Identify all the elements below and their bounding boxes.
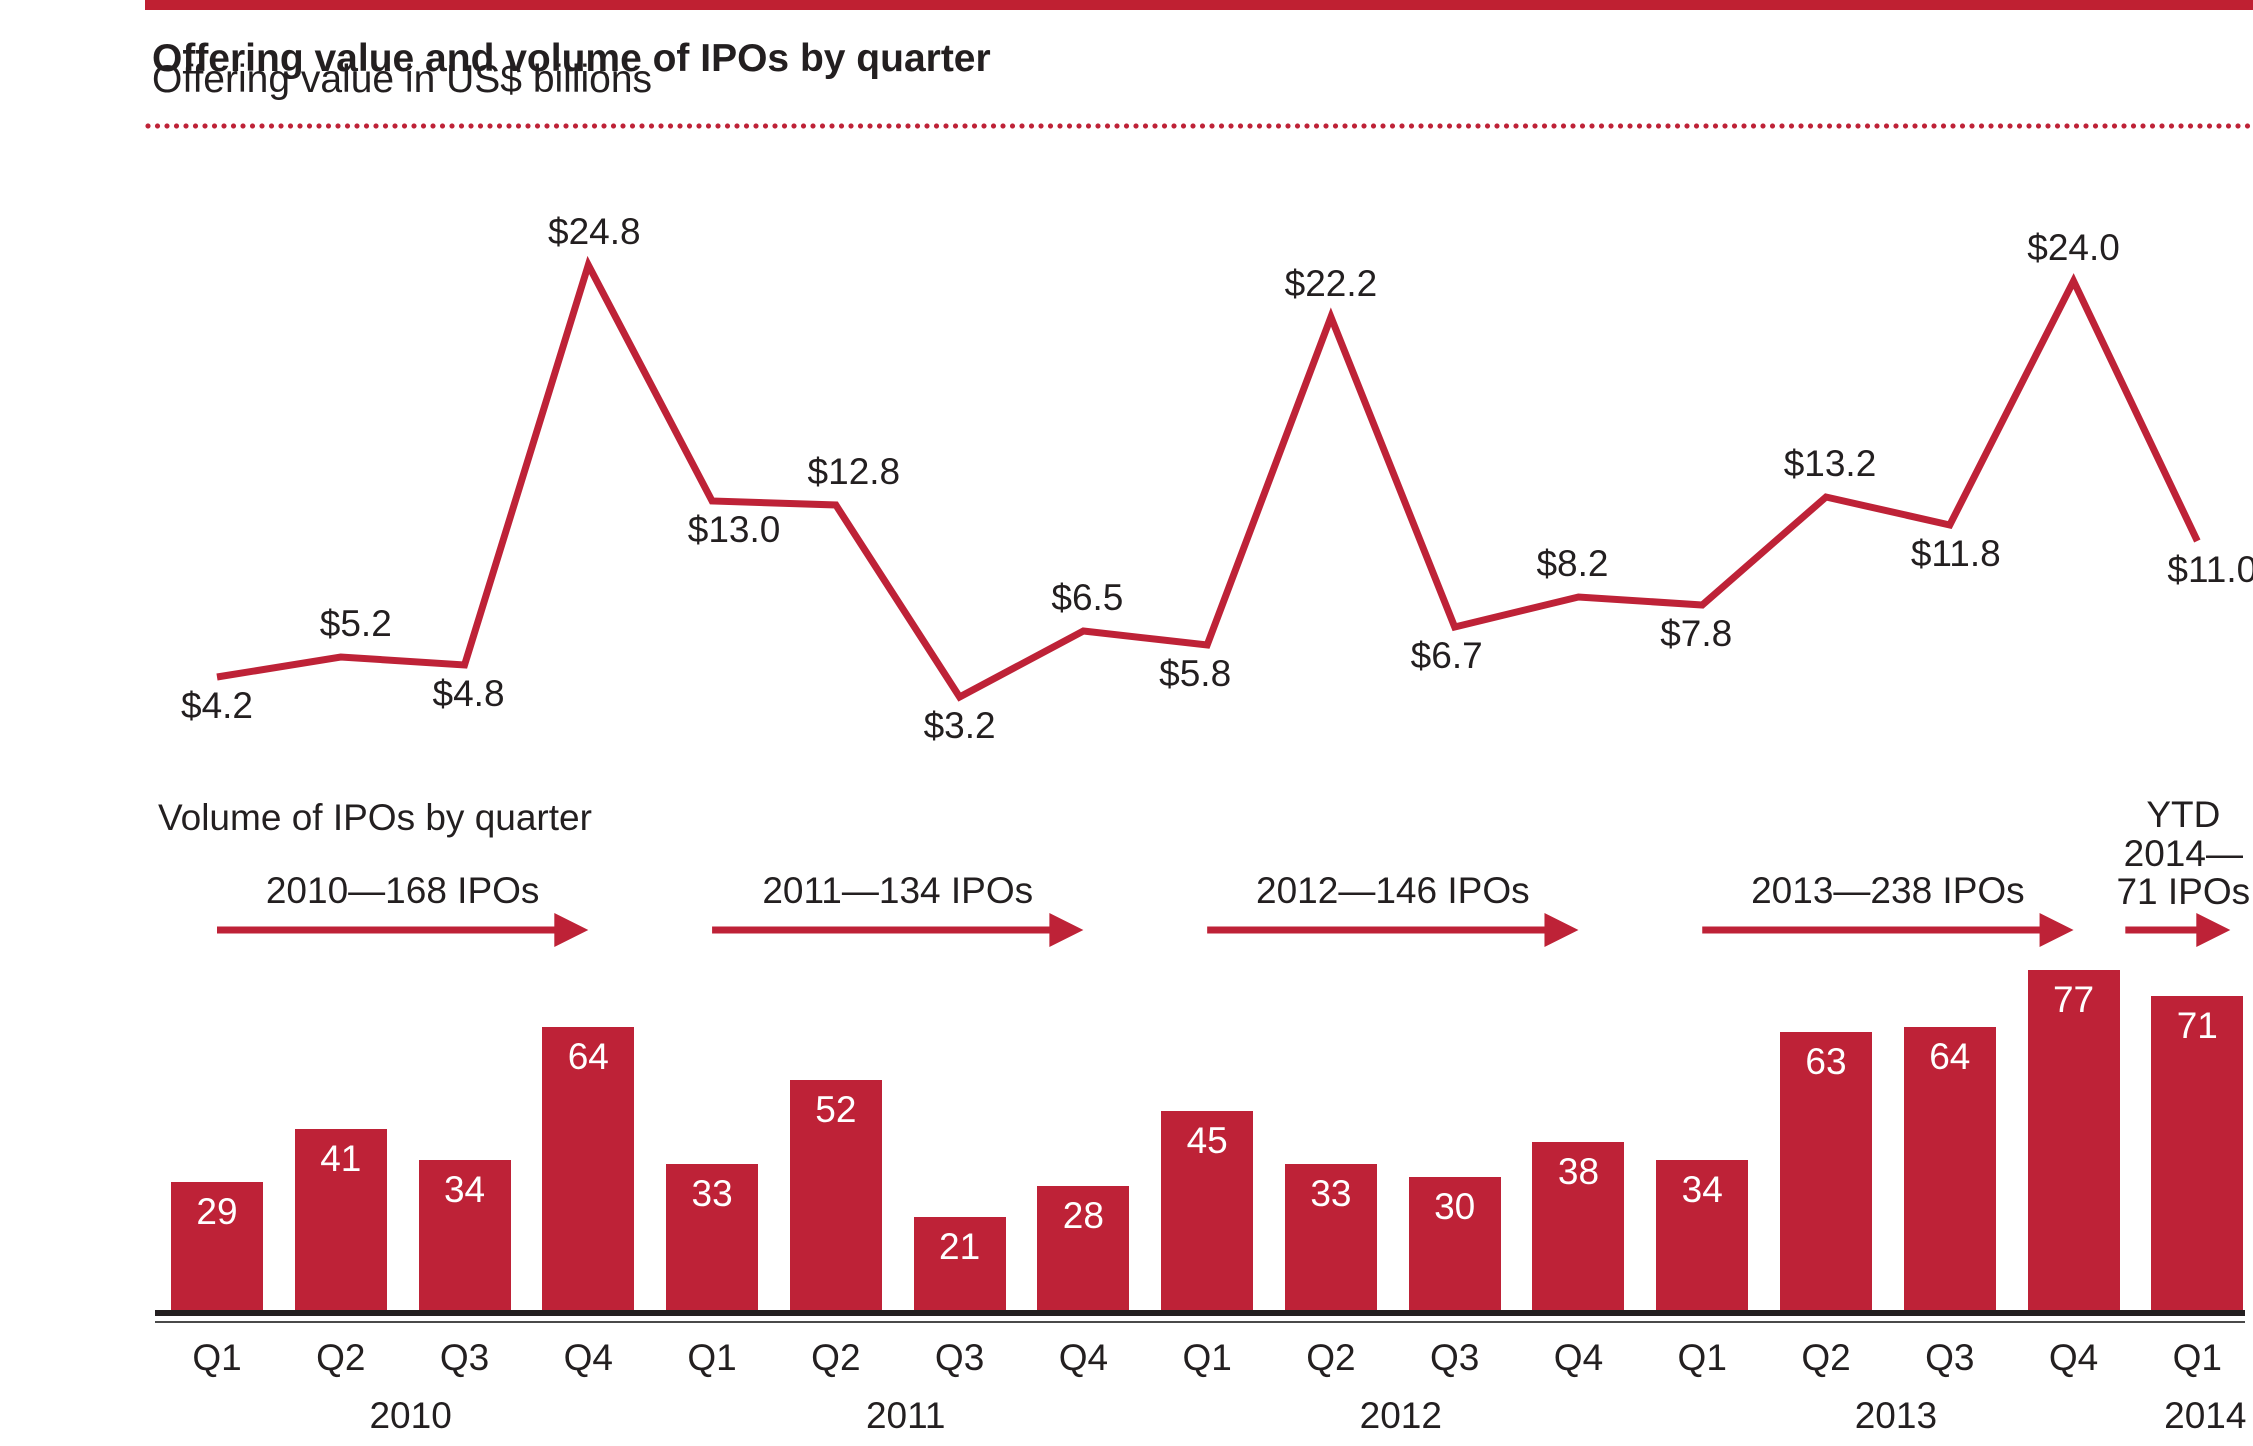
quarter-tick-label: Q4 bbox=[2048, 1337, 2099, 1378]
bar-value-label: 30 bbox=[1434, 1186, 1476, 1227]
quarter-tick-label: Q4 bbox=[1553, 1337, 1604, 1378]
volume-bar: 64 bbox=[1903, 1027, 1996, 1310]
volume-section-heading: Volume of IPOs by quarter bbox=[158, 797, 592, 838]
quarter-tick-label: Q3 bbox=[934, 1337, 985, 1378]
line-value-label: $12.8 bbox=[807, 451, 901, 492]
ytd-label-line: 2014— bbox=[2123, 832, 2243, 874]
volume-bar: 34 bbox=[418, 1160, 511, 1310]
quarter-tick-label: Q1 bbox=[192, 1337, 242, 1378]
bar-value-label: 28 bbox=[1062, 1195, 1104, 1236]
quarter-tick-label: Q4 bbox=[1058, 1337, 1109, 1378]
volume-bar: 63 bbox=[1780, 1032, 1872, 1310]
bar-value-label: 41 bbox=[320, 1138, 362, 1179]
bar-value-label: 34 bbox=[1681, 1169, 1723, 1210]
line-value-label: $24.0 bbox=[2027, 227, 2120, 268]
ytd-2014-label: YTD 2014— 71 IPOs bbox=[2116, 794, 2251, 912]
page-title: Offering value and volume of IPOs by qua… bbox=[152, 37, 991, 81]
quarter-tick-label: Q2 bbox=[1801, 1337, 1851, 1378]
volume-bar: 33 bbox=[666, 1164, 759, 1310]
volume-bar: 38 bbox=[1532, 1142, 1625, 1310]
year-tick-label: 2011 bbox=[865, 1395, 946, 1436]
line-value-label: $6.7 bbox=[1410, 635, 1483, 676]
quarter-tick-label: Q4 bbox=[563, 1337, 613, 1378]
line-value-label: $8.2 bbox=[1536, 543, 1609, 584]
line-value-label: $11.8 bbox=[1910, 533, 2001, 574]
line-value-label: $22.2 bbox=[1284, 263, 1378, 304]
x-axis-line bbox=[155, 1310, 2245, 1316]
quarter-tick-label: Q1 bbox=[1677, 1337, 1727, 1378]
x-axis-underline bbox=[155, 1321, 2245, 1323]
quarter-tick-label: Q3 bbox=[1925, 1337, 1975, 1378]
quarter-tick-label: Q1 bbox=[1182, 1337, 1232, 1378]
year-tick-label: 2013 bbox=[1854, 1395, 1938, 1436]
volume-bar: 29 bbox=[171, 1182, 263, 1310]
top-accent-bar bbox=[145, 0, 2253, 10]
quarter-tick-label: Q2 bbox=[316, 1337, 366, 1378]
offering-value-line bbox=[216, 255, 2201, 702]
line-value-label: $13.0 bbox=[687, 509, 781, 550]
year-arrow-head bbox=[2196, 913, 2231, 947]
bar-value-label: 64 bbox=[567, 1036, 609, 1077]
year-arrow-label: 2010—168 IPOs bbox=[265, 870, 540, 911]
page-subtitle: Offering value in US$ billions bbox=[152, 58, 653, 101]
quarter-tick-label: Q1 bbox=[2172, 1337, 2222, 1378]
bar-value-label: 33 bbox=[691, 1173, 733, 1214]
bar-value-label: 38 bbox=[1557, 1151, 1600, 1192]
year-arrow-label: 2013—238 IPOs bbox=[1751, 870, 2025, 911]
bar-value-label: 63 bbox=[1805, 1041, 1847, 1082]
bar-value-label: 52 bbox=[815, 1089, 857, 1130]
line-value-label: $5.2 bbox=[319, 603, 392, 644]
quarter-tick-label: Q2 bbox=[1306, 1337, 1356, 1378]
year-tick-label: 2012 bbox=[1359, 1395, 1442, 1436]
quarter-tick-label: Q2 bbox=[811, 1337, 861, 1378]
volume-bar: 30 bbox=[1408, 1177, 1501, 1310]
year-arrow-head bbox=[554, 913, 589, 947]
bar-value-label: 21 bbox=[939, 1226, 981, 1267]
volume-bar: 34 bbox=[1656, 1160, 1749, 1310]
line-value-label: $11.0 bbox=[2167, 549, 2253, 590]
bar-value-label: 34 bbox=[443, 1169, 486, 1210]
bar-value-label: 29 bbox=[196, 1191, 238, 1232]
year-tick-label: 2010 bbox=[369, 1395, 452, 1436]
ytd-label-line: YTD bbox=[2146, 794, 2221, 835]
volume-bar: 71 bbox=[2151, 996, 2244, 1310]
line-value-label: $3.2 bbox=[923, 705, 996, 746]
volume-bar: 77 bbox=[2027, 970, 2120, 1310]
line-value-label: $4.8 bbox=[432, 673, 505, 714]
dotted-divider bbox=[145, 123, 2253, 129]
line-value-label: $6.5 bbox=[1051, 577, 1124, 618]
bar-value-label: 77 bbox=[2052, 979, 2095, 1020]
quarter-tick-label: Q3 bbox=[1430, 1337, 1480, 1378]
line-value-label: $13.2 bbox=[1783, 443, 1877, 484]
line-value-label: $7.8 bbox=[1660, 613, 1733, 654]
volume-bar: 21 bbox=[913, 1217, 1006, 1310]
year-arrow-label: 2011—134 IPOs bbox=[762, 870, 1034, 911]
volume-bar: 52 bbox=[789, 1080, 882, 1310]
bar-value-label: 71 bbox=[2176, 1005, 2218, 1046]
quarter-tick-label: Q1 bbox=[687, 1337, 737, 1378]
quarter-tick-label: Q3 bbox=[439, 1337, 490, 1378]
volume-bar: 28 bbox=[1037, 1186, 1130, 1310]
bar-value-label: 64 bbox=[1929, 1036, 1971, 1077]
ytd-label-line: 71 IPOs bbox=[2116, 871, 2251, 912]
volume-bar: 45 bbox=[1161, 1111, 1254, 1310]
year-arrow-label: 2012—146 IPOs bbox=[1256, 870, 1530, 911]
volume-bar: 33 bbox=[1284, 1164, 1377, 1310]
year-arrow-head bbox=[2039, 913, 2074, 947]
bar-value-label: 45 bbox=[1186, 1120, 1228, 1161]
year-tick-label: 2014 bbox=[2164, 1395, 2247, 1436]
year-arrow-head bbox=[1049, 913, 1084, 947]
bar-value-label: 33 bbox=[1310, 1173, 1352, 1214]
line-value-label: $5.8 bbox=[1159, 653, 1232, 694]
line-value-label: $4.2 bbox=[180, 685, 254, 726]
year-arrow-head bbox=[1544, 913, 1579, 947]
line-value-label: $24.8 bbox=[548, 211, 641, 252]
volume-bar: 64 bbox=[542, 1027, 635, 1310]
volume-bar: 41 bbox=[294, 1129, 387, 1310]
